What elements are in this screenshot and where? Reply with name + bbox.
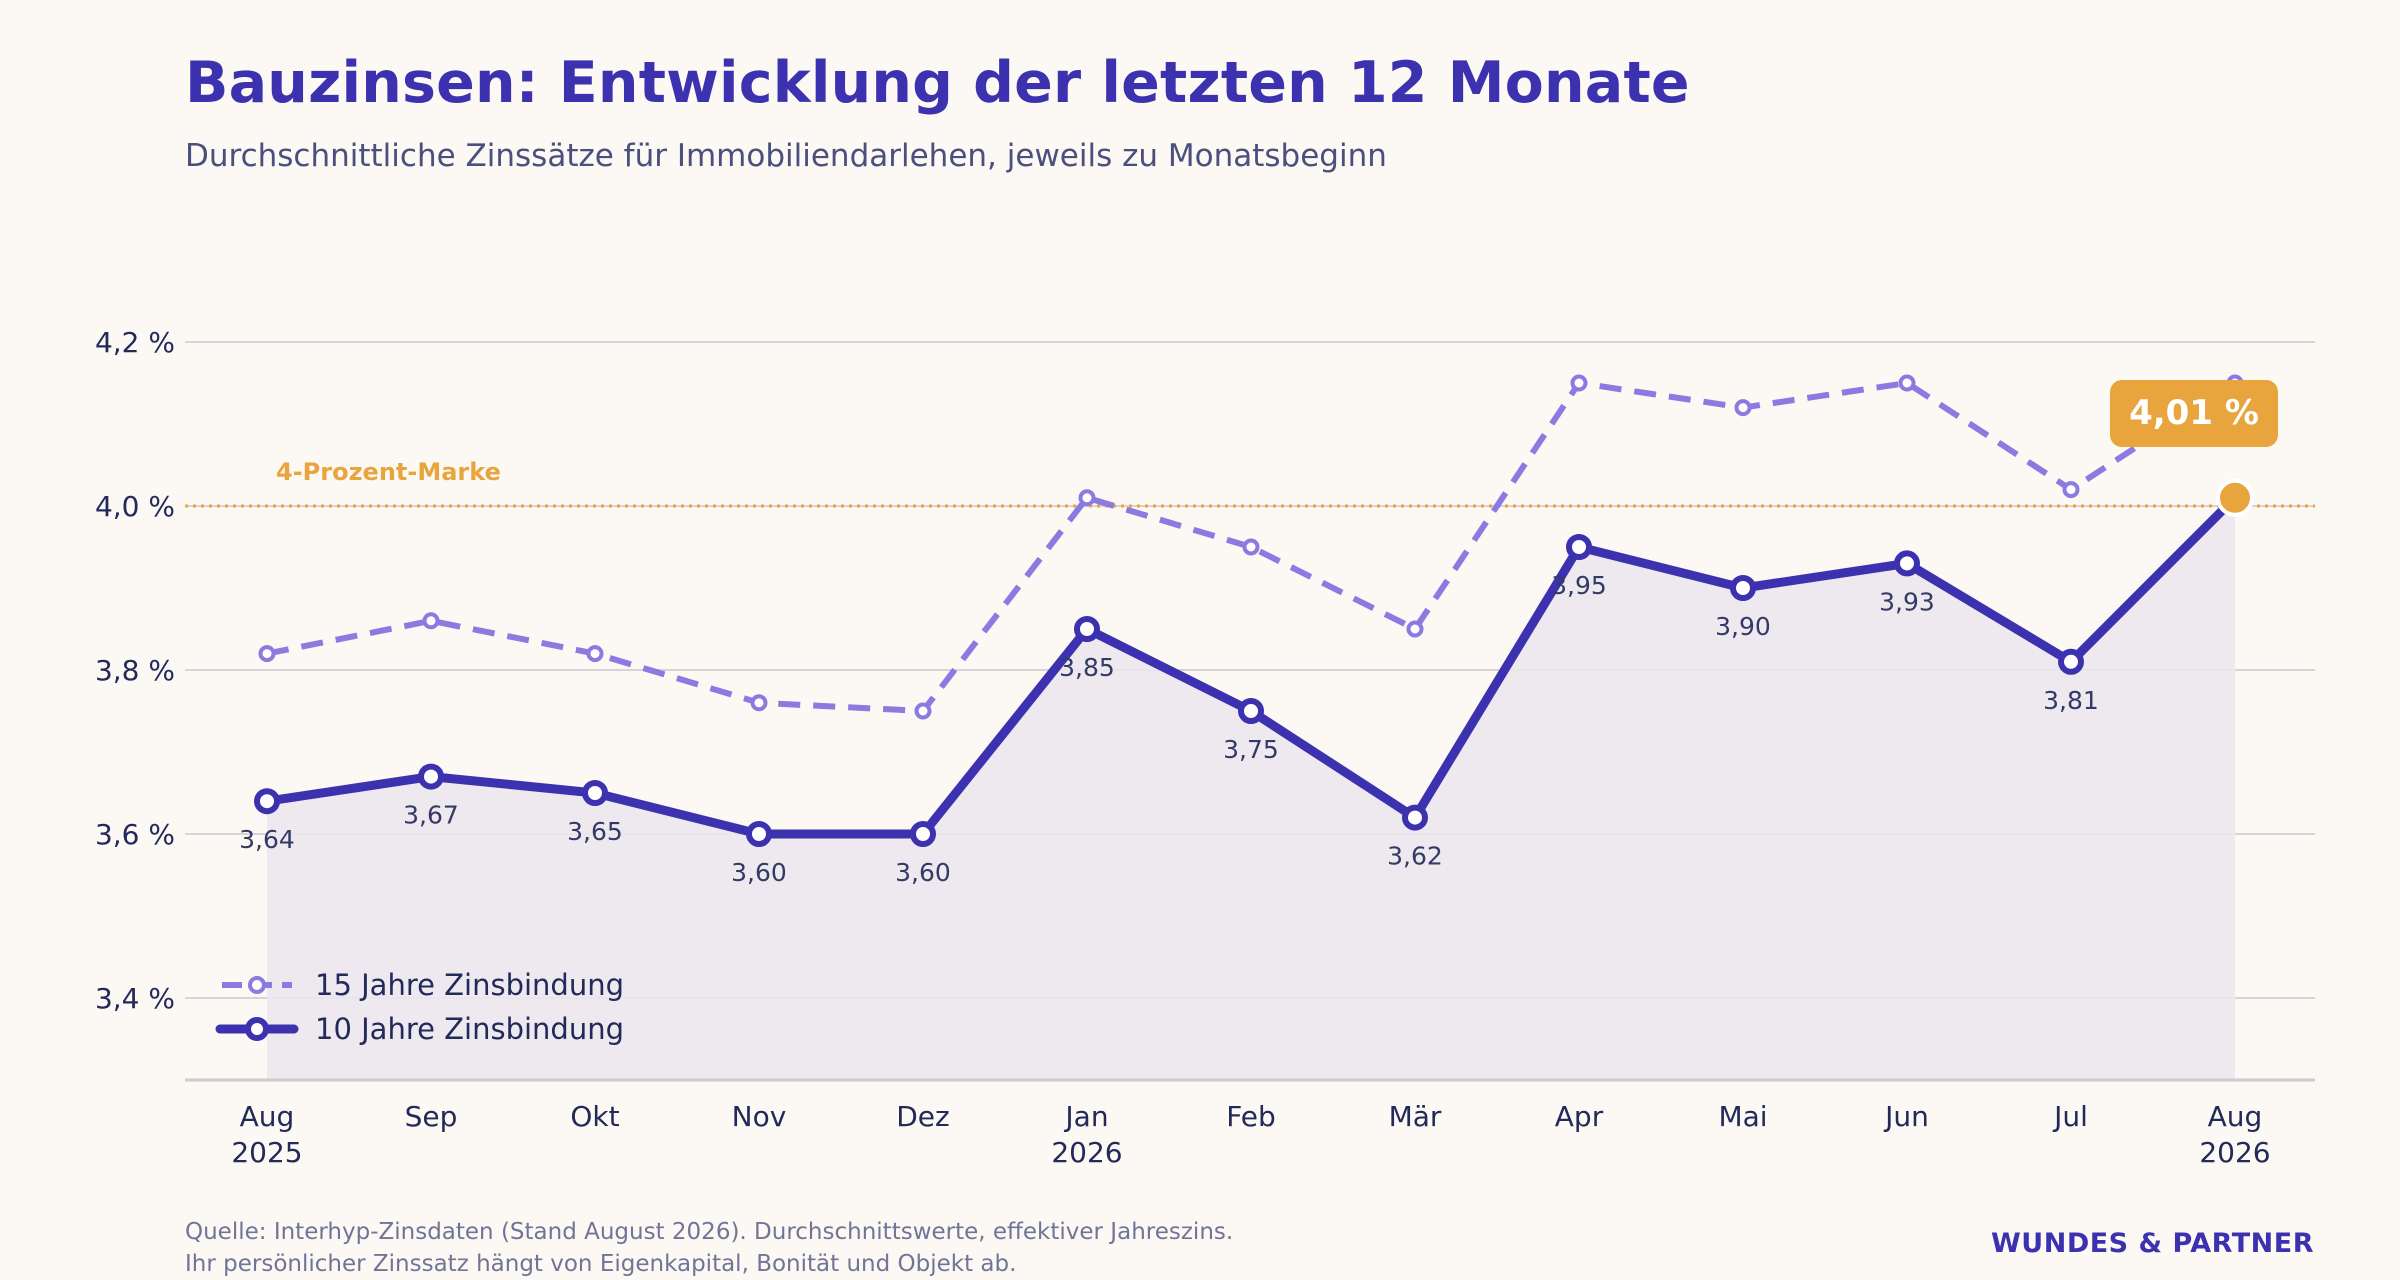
data-label: 3,60	[731, 858, 787, 887]
point-15-jahre	[1898, 374, 1916, 392]
chart-title: Bauzinsen: Entwicklung der letzten 12 Mo…	[185, 50, 1690, 116]
legend-label-10-jahre: 10 Jahre Zinsbindung	[315, 1012, 624, 1046]
y-tick-label: 4,0 %	[95, 490, 175, 523]
x-tick-label: 2026	[2199, 1136, 2270, 1169]
area-10-jahre	[267, 497, 2235, 1080]
point-10-jahre	[254, 788, 280, 815]
point-10-jahre	[1894, 550, 1920, 577]
point-10-jahre	[1074, 616, 1100, 642]
data-labels: 3,64 3,67 3,65 3,60 3,60 3,85 3,75 3,62 3,95 3,90…	[239, 571, 2099, 887]
point-15-jahre	[914, 702, 932, 720]
point-10-jahre	[418, 763, 444, 790]
y-tick-label: 3,6 %	[95, 818, 175, 851]
area-fill	[267, 497, 2235, 1080]
x-tick-label: 2025	[231, 1136, 302, 1169]
reference-line-label: 4-Prozent-Marke	[276, 458, 501, 486]
legend-marker-10-jahre	[245, 1017, 269, 1041]
data-label: 3,93	[1879, 587, 1935, 616]
point-15-jahre	[1734, 399, 1752, 417]
data-label: 3,60	[895, 858, 951, 887]
x-tick-label: Okt	[570, 1100, 619, 1133]
data-label: 3,62	[1387, 842, 1443, 871]
point-10-jahre	[910, 821, 936, 847]
point-15-jahre	[422, 612, 440, 630]
highlight-callout-label: 4,01 %	[2129, 393, 2259, 433]
reference-line-group: 4-Prozent-Marke	[185, 458, 2315, 508]
data-label: 3,64	[239, 825, 295, 854]
x-tick-label: Feb	[1226, 1100, 1276, 1133]
x-tick-label: Jul	[2052, 1100, 2088, 1133]
x-tick-label: Aug	[240, 1100, 295, 1133]
source-line-2: Ihr persönlicher Zinssatz hängt von Eige…	[185, 1251, 1017, 1277]
point-10-jahre	[746, 821, 772, 847]
data-label: 3,81	[2043, 686, 2099, 715]
chart-subtitle: Durchschnittliche Zinssätze für Immobili…	[185, 138, 1387, 174]
point-10-jahre	[1566, 534, 1592, 560]
source-note: Quelle: Interhyp-Zinsdaten (Stand August…	[185, 1216, 1233, 1280]
point-15-jahre	[1570, 374, 1588, 392]
x-tick-label: Mai	[1718, 1100, 1767, 1133]
point-10-jahre	[2058, 648, 2084, 675]
point-10-jahre	[582, 780, 608, 806]
data-label: 3,85	[1059, 653, 1115, 682]
point-15-jahre	[258, 645, 276, 663]
legend-marker-15-jahre	[248, 976, 266, 994]
y-tick-label: 3,4 %	[95, 982, 175, 1015]
x-tick-label: Nov	[732, 1100, 787, 1133]
point-15-jahre	[586, 645, 604, 663]
data-label: 3,90	[1715, 612, 1771, 641]
x-tick-label: Jun	[1883, 1100, 1929, 1133]
data-label: 3,67	[403, 801, 459, 830]
brand-logo-text: WUNDES & PARTNER	[1991, 1228, 2314, 1259]
x-tick-label: Aug	[2208, 1100, 2263, 1133]
point-15-jahre	[1078, 489, 1096, 507]
x-tick-label: Jan	[1063, 1100, 1108, 1133]
source-line-1: Quelle: Interhyp-Zinsdaten (Stand August…	[185, 1219, 1234, 1245]
highlight-callout-box	[2110, 380, 2278, 447]
y-tick-label: 4,2 %	[95, 326, 175, 359]
point-15-jahre	[2062, 481, 2080, 499]
point-15-jahre	[1406, 620, 1424, 638]
data-label: 3,95	[1551, 571, 1607, 600]
legend: 15 Jahre Zinsbindung 10 Jahre Zinsbindung	[215, 968, 624, 1046]
x-tick-label: Apr	[1555, 1100, 1604, 1133]
x-tick-label: Sep	[405, 1100, 458, 1133]
x-tick-label: 2026	[1051, 1136, 1122, 1169]
point-10-jahre	[1402, 804, 1428, 831]
point-15-jahre	[1242, 538, 1260, 556]
x-tick-label: Dez	[896, 1100, 949, 1133]
highlight-callout: 4,01 %	[2110, 380, 2278, 517]
y-tick-label: 3,8 %	[95, 654, 175, 687]
data-label: 3,75	[1223, 735, 1279, 764]
highlight-point	[2216, 478, 2254, 517]
data-label: 3,65	[567, 817, 623, 846]
series-lines	[254, 374, 2244, 847]
point-15-jahre	[750, 694, 768, 712]
point-10-jahre	[1730, 575, 1756, 601]
point-10-jahre	[1238, 698, 1264, 724]
legend-label-15-jahre: 15 Jahre Zinsbindung	[315, 968, 624, 1002]
x-tick-label: Mär	[1389, 1100, 1442, 1133]
